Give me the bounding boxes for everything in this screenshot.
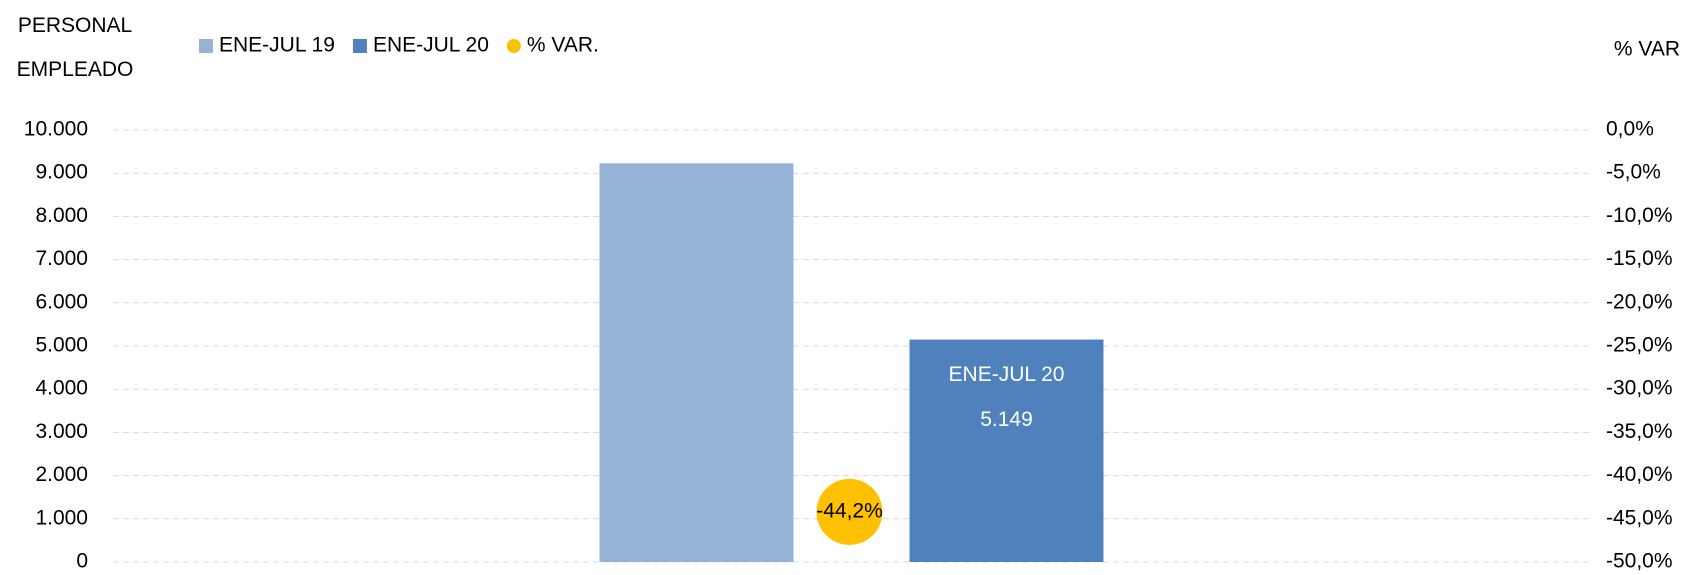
y2-tick-label: -25,0%: [1606, 334, 1673, 357]
legend-swatch: [506, 39, 521, 53]
y-tick-label: 6.000: [35, 290, 88, 313]
bar: [599, 163, 794, 562]
data-label: -44,2%: [816, 499, 883, 522]
data-label: 5.149: [980, 408, 1033, 431]
legend-label: ENE-JUL 20: [373, 34, 489, 57]
y2-tick-label: -10,0%: [1606, 204, 1673, 227]
data-label-name: ENE-JUL 20: [949, 363, 1065, 386]
y2-tick-label: -15,0%: [1606, 247, 1673, 270]
y-tick-label: 1.000: [35, 506, 88, 529]
y-axis-title: PERSONAL EMPLEADO: [16, 14, 134, 81]
legend-label: ENE-JUL 19: [219, 34, 335, 57]
y2-tick-label: -40,0%: [1606, 463, 1673, 486]
y-tick-label: 5.000: [35, 334, 88, 357]
legend-swatch: [199, 39, 213, 53]
y2-tick-label: -45,0%: [1606, 506, 1673, 529]
y-tick-label: 10.000: [24, 118, 88, 141]
legend-label: % VAR.: [527, 34, 599, 57]
bar: [909, 339, 1104, 562]
y2-tick-label: -30,0%: [1606, 377, 1673, 400]
y2-tick-label: -5,0%: [1606, 161, 1661, 184]
y-tick-label: 3.000: [35, 420, 88, 443]
y-tick-label: 9.000: [35, 161, 88, 184]
y-tick-label: 7.000: [35, 247, 88, 270]
y2-tick-label: -35,0%: [1606, 420, 1673, 443]
y2-tick-label: -50,0%: [1606, 550, 1673, 573]
y-tick-label: 0: [76, 550, 88, 573]
y-tick-label: 2.000: [35, 463, 88, 486]
y-tick-label: 8.000: [35, 204, 88, 227]
y2-axis-title: % VAR: [1614, 38, 1680, 61]
point: [816, 478, 883, 545]
legend-swatch: [352, 39, 367, 53]
y-tick-label: 4.000: [35, 377, 88, 400]
y2-tick-label: 0,0%: [1606, 118, 1654, 141]
y2-tick-label: -20,0%: [1606, 290, 1673, 313]
